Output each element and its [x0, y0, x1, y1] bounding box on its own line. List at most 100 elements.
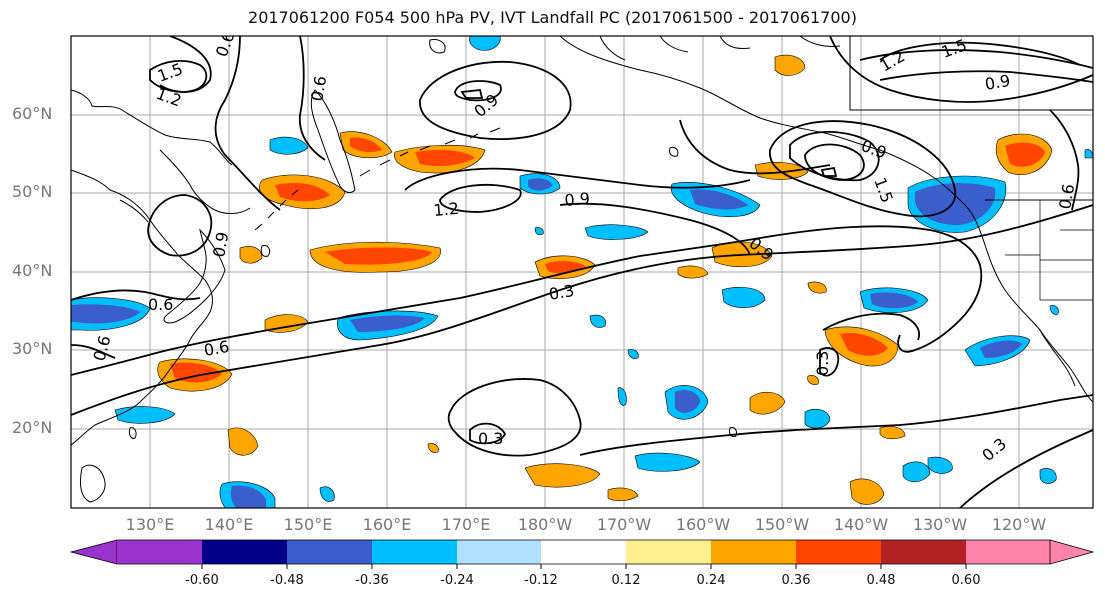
- positive-anomaly: [840, 332, 888, 356]
- island: [429, 39, 446, 54]
- positive-anomaly: [239, 246, 263, 264]
- contour-labels: 0.6 1.5 1.2 0.6 0.9 1.2 0.9 0.9 0.3 0.6 …: [90, 35, 1079, 465]
- latitude-label: 50°N: [12, 182, 53, 201]
- colorbar-tick-label: 0.48: [866, 573, 896, 588]
- contour-label: 1.5: [939, 35, 969, 62]
- contour-line: [819, 347, 840, 377]
- contour-line: [460, 89, 484, 99]
- latitude-label: 20°N: [12, 418, 53, 437]
- contour-line: [404, 167, 751, 191]
- state-borders: [1005, 200, 1093, 301]
- contour-label: 0.6: [202, 337, 230, 360]
- positive-anomaly: [170, 362, 222, 383]
- contour-line: [214, 36, 281, 211]
- colorbar-bin: [541, 540, 626, 564]
- colorbar-tick-label: 0.24: [696, 573, 726, 588]
- longitude-label: 140°E: [204, 515, 254, 534]
- contour-line: [447, 378, 582, 457]
- negative-anomaly: [927, 456, 953, 474]
- contour-line: [859, 49, 1093, 69]
- colorbar-bin: [287, 540, 372, 564]
- colorbar-bin: [711, 540, 796, 564]
- philippine-coastline: [79, 464, 106, 503]
- negative-anomaly: [589, 314, 606, 328]
- colorbar-tick-label: -0.12: [524, 573, 558, 588]
- contour-line: [579, 394, 1093, 456]
- positive-anomaly: [275, 183, 330, 202]
- colorbar-bin: [796, 540, 881, 564]
- kamchatka-coastline: [310, 89, 356, 194]
- contour-line: [769, 120, 956, 218]
- negative-anomaly: [721, 287, 766, 309]
- coastlines: [71, 36, 1093, 503]
- longitude-label: 130°W: [912, 515, 968, 534]
- negative-anomaly: [804, 408, 831, 429]
- positive-anomaly: [774, 54, 806, 76]
- contour-label: 0.6: [148, 295, 173, 314]
- colorbar-tick-label: -0.48: [270, 573, 304, 588]
- contour-line: [454, 80, 502, 102]
- island: [128, 427, 137, 439]
- north-america-coastline: [964, 204, 1093, 403]
- negative-anomaly: [71, 304, 140, 324]
- positive-anomaly: [325, 247, 432, 265]
- latitude-label: 60°N: [12, 104, 53, 123]
- positive-anomaly: [807, 375, 819, 385]
- kuril-islands: [254, 189, 299, 231]
- positive-anomaly: [350, 137, 382, 153]
- negative-anomaly: [617, 387, 627, 406]
- contour-line: [439, 183, 522, 213]
- contour-line: [820, 166, 838, 177]
- contour-line: [789, 130, 880, 182]
- longitude-label: 180°W: [517, 515, 573, 534]
- colorbar-bin: [117, 540, 202, 564]
- contour-line: [419, 60, 572, 140]
- contour-label: 0.3: [547, 281, 575, 304]
- negative-anomaly: [627, 349, 639, 359]
- colorbar-extend-high: [1049, 539, 1095, 565]
- contour-line: [298, 36, 326, 161]
- negative-anomaly: [528, 178, 552, 191]
- positive-anomaly: [227, 427, 259, 456]
- colorbar-tick-label: -0.36: [355, 573, 389, 588]
- asia-coastline: [71, 169, 213, 446]
- colorbar-tick-label: -0.60: [185, 573, 219, 588]
- longitude-label: 140°W: [833, 515, 889, 534]
- contour-line: [469, 422, 507, 445]
- contour-line: [147, 194, 213, 257]
- negative-anomaly: [1039, 468, 1057, 484]
- negative-anomaly: [230, 485, 266, 508]
- contour-label: 0.3: [978, 434, 1010, 465]
- negative-anomaly: [350, 315, 425, 332]
- figure-title: 2017061200 F054 500 hPa PV, IVT Landfall…: [248, 8, 857, 27]
- colorbar-bin: [626, 540, 711, 564]
- longitude-label: 150°W: [754, 515, 810, 534]
- negative-anomaly: [902, 461, 931, 483]
- contour-label: 0.6: [90, 334, 115, 364]
- contour-line: [822, 312, 920, 341]
- baja-coastline: [1039, 329, 1076, 387]
- north-america-interior: [849, 36, 1093, 111]
- colorbar-tick-label: 0.12: [611, 573, 641, 588]
- positive-anomaly: [524, 463, 601, 488]
- negative-anomaly: [269, 136, 309, 155]
- asia-coastline: [119, 199, 149, 223]
- contour-line: [71, 225, 983, 376]
- contour-label: 1.5: [155, 59, 185, 86]
- negative-anomaly: [690, 189, 748, 210]
- map-frame: [70, 35, 1094, 509]
- contour-line: [71, 344, 116, 359]
- colorbar-outline: [117, 539, 1050, 565]
- colorbar-ticks: [201, 564, 967, 569]
- negative-anomaly: [675, 390, 700, 413]
- contour-label: 0.9: [564, 189, 591, 210]
- contour-line: [149, 59, 208, 93]
- positive-anomaly: [677, 265, 709, 279]
- negative-anomaly: [980, 340, 1022, 358]
- contour-label: 0.3: [813, 351, 832, 376]
- ivt-shading: [71, 36, 1093, 508]
- longitude-label: 170°E: [441, 515, 491, 534]
- contour-line: [804, 143, 865, 181]
- positive-anomaly: [754, 162, 809, 180]
